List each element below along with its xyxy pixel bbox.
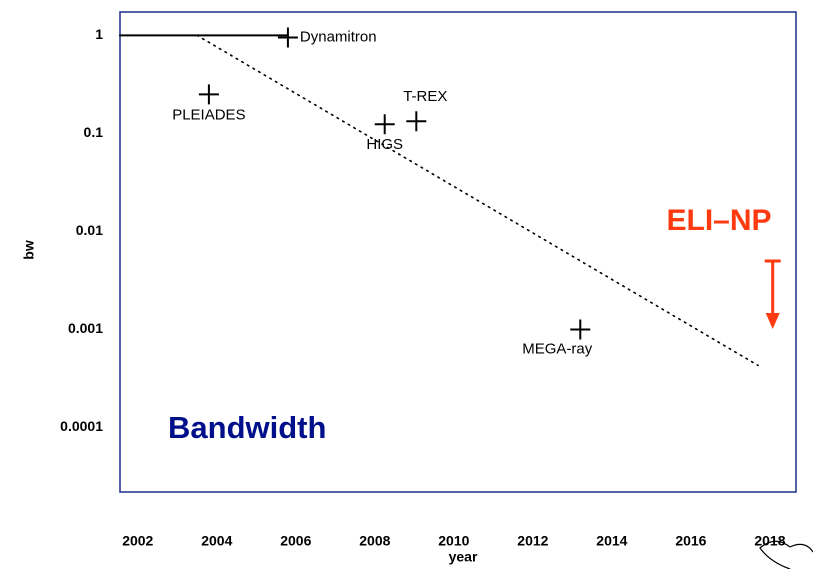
point-label: T-REX	[403, 88, 447, 105]
y-axis-label: bw	[21, 240, 37, 260]
x-tick-label: 2010	[438, 533, 469, 549]
y-tick-label: 1	[95, 26, 103, 42]
annotation: Bandwidth	[168, 410, 326, 445]
x-tick-label: 2016	[675, 533, 706, 549]
point-label: Dynamitron	[300, 28, 377, 45]
point-marker	[277, 27, 298, 48]
x-tick-label: 2002	[122, 533, 153, 549]
point-marker	[198, 84, 219, 105]
trend-line	[196, 34, 759, 367]
x-tick-label: 2012	[517, 533, 548, 549]
x-tick-label: 2004	[201, 533, 232, 549]
upper-limit-arrowhead	[765, 312, 780, 329]
x-axis-label: year	[449, 549, 478, 565]
point-label: PLEIADES	[172, 106, 245, 123]
point-marker	[406, 111, 427, 132]
x-tick-label: 2006	[280, 533, 311, 549]
plot-frame	[119, 11, 797, 493]
x-tick-label: 2014	[596, 533, 627, 549]
y-tick-label: 0.001	[68, 320, 103, 336]
point-label: MEGA-ray	[522, 340, 593, 357]
y-tick-label: 0.0001	[60, 418, 103, 434]
point-marker	[570, 319, 591, 340]
x-tick-label: 2018	[754, 533, 785, 549]
y-tick-label: 0.01	[76, 222, 103, 238]
upper-limit-marker	[764, 259, 781, 316]
upper-limit-label: ELI–NP	[666, 204, 771, 237]
x-tick-label: 2008	[359, 533, 390, 549]
point-marker	[374, 114, 395, 135]
decoration	[759, 540, 813, 569]
point-label: HIGS	[366, 136, 403, 153]
y-tick-label: 0.1	[84, 124, 104, 140]
